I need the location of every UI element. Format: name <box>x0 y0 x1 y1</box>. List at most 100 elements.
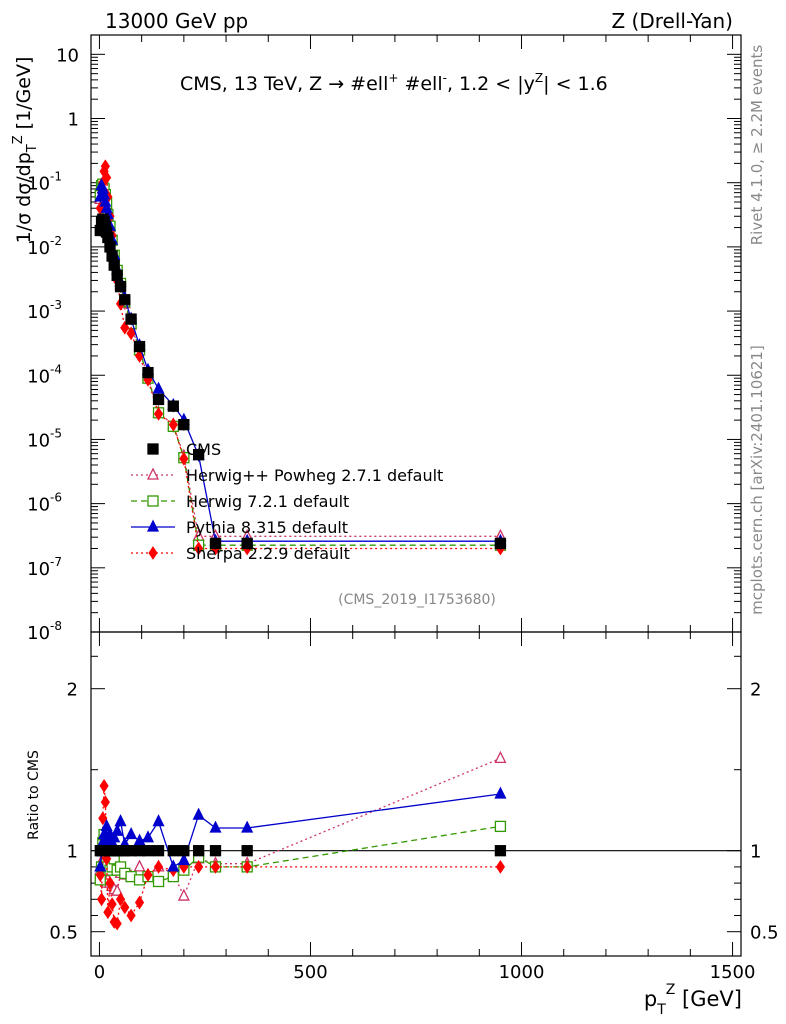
main-y-tick-label: 1 <box>68 110 79 131</box>
ratio-point-pythia-8-315-default <box>133 833 146 846</box>
data-point-cms <box>167 400 179 412</box>
data-point-cms <box>209 537 222 550</box>
ratio-point-herwig-7-2-1-default <box>152 875 165 888</box>
data-point-pythia-8-315-default <box>152 381 165 394</box>
data-point-sherpa-2-2-9-default <box>102 170 112 185</box>
ratio-point-pythia-8-315-default <box>167 859 180 872</box>
main-y-tick-label: 10-1 <box>27 170 62 195</box>
ratio-point-sherpa-2-2-9-default <box>99 778 109 793</box>
ratio-point-herwig-powheg-2-7-1-default <box>133 859 146 872</box>
legend-marker-sherpa-2-2-9-default <box>148 546 158 560</box>
data-point-sherpa-2-2-9-default <box>179 451 189 466</box>
main-y-tick-label: 10-4 <box>27 362 62 387</box>
legend-label-sherpa-2-2-9-default: Sherpa 2.2.9 default <box>186 544 350 563</box>
ratio-point-sherpa-2-2-9-default <box>495 859 506 874</box>
data-point-sherpa-2-2-9-default <box>126 326 136 341</box>
ratio-point-sherpa-2-2-9-default <box>126 908 136 923</box>
ratio-point-herwig-powheg-2-7-1-default <box>177 888 190 901</box>
main-y-tick-label: 10-7 <box>27 555 62 580</box>
main-panel-frame <box>90 34 742 633</box>
main-y-tick-label: 10-3 <box>27 298 62 323</box>
ratio-point-sherpa-2-2-9-default <box>242 859 252 874</box>
ratio-point-pythia-8-315-default <box>108 830 121 843</box>
ratio-panel-frame <box>90 631 742 957</box>
data-point-cms <box>108 259 120 271</box>
ratio-point-herwig-7-2-1-default <box>494 820 507 833</box>
ratio-point-sherpa-2-2-9-default <box>153 859 164 874</box>
data-point-cms <box>104 241 116 253</box>
ratio-point-sherpa-2-2-9-default <box>115 892 126 907</box>
main-y-axis-label: 1/σ dσ/dpTZ [1/GeV] <box>11 57 40 244</box>
ratio-y-tick-label-right: 2 <box>750 680 761 701</box>
ratio-point-sherpa-2-2-9-default <box>105 876 115 891</box>
data-point-sherpa-2-2-9-default <box>194 541 204 556</box>
x-tick-label: 1000 <box>499 962 545 983</box>
ratio-point-sherpa-2-2-9-default <box>95 868 105 882</box>
legend-marker-herwig-powheg-2-7-1-default <box>146 467 160 480</box>
ratio-point-pythia-8-315-default <box>177 852 190 866</box>
legend-marker-cms <box>147 443 159 455</box>
ratio-y-axis-label: Ratio to CMS <box>26 750 42 840</box>
ratio-y-tick-label-left: 2 <box>67 680 78 701</box>
ratio-point-sherpa-2-2-9-default <box>103 905 113 920</box>
header-left-title: 13000 GeV pp <box>105 9 248 33</box>
data-point-cms <box>102 231 114 244</box>
x-tick-label: 500 <box>293 962 327 983</box>
header-right-title: Z (Drell-Yan) <box>611 9 733 33</box>
main-y-tick-label: 10 <box>56 45 79 66</box>
data-point-cms <box>133 340 146 353</box>
series-line-pythia-8-315-default <box>99 185 501 542</box>
data-point-cms <box>119 294 131 306</box>
ratio-point-pythia-8-315-default <box>494 786 507 799</box>
main-y-tick-label: 10-6 <box>27 491 62 516</box>
ratio-y-tick-label-right: 0.5 <box>750 923 779 944</box>
ratio-point-sherpa-2-2-9-default <box>112 916 122 931</box>
ratio-point-cms <box>152 845 165 857</box>
x-tick-label: 0 <box>94 962 105 983</box>
ratio-point-cms <box>192 845 205 857</box>
ratio-point-cms <box>142 845 154 857</box>
ratio-point-pythia-8-315-default <box>192 807 205 820</box>
x-tick-label: 1500 <box>710 962 756 983</box>
analysis-id: (CMS_2019_I1753680) <box>338 592 496 608</box>
ratio-point-cms <box>209 845 222 857</box>
data-point-cms <box>241 537 253 550</box>
ratio-y-tick-label-right: 1 <box>750 842 761 863</box>
rivet-label: Rivet 4.1.0, ≥ 2.2M events <box>748 45 766 246</box>
legend-label-herwig-powheg-2-7-1-default: Herwig++ Powheg 2.7.1 default <box>186 466 443 485</box>
ratio-point-sherpa-2-2-9-default <box>194 859 204 874</box>
legend-marker-herwig-7-2-1-default <box>147 495 159 507</box>
ratio-point-pythia-8-315-default <box>111 823 124 836</box>
mcplots-label: mcplots.cern.ch [arXiv:2401.10621] <box>748 345 766 615</box>
ratio-point-pythia-8-315-default <box>241 820 254 833</box>
ratio-point-pythia-8-315-default <box>94 859 107 872</box>
data-point-sherpa-2-2-9-default <box>153 406 164 421</box>
ratio-point-sherpa-2-2-9-default <box>107 897 117 912</box>
legend-marker-pythia-8-315-default <box>146 519 160 532</box>
ratio-point-sherpa-2-2-9-default <box>210 859 221 874</box>
data-point-cms <box>178 418 190 431</box>
data-point-cms <box>114 281 127 293</box>
ratio-point-pythia-8-315-default <box>141 830 155 843</box>
data-point-cms <box>494 537 507 550</box>
main-y-tick-label: 10-5 <box>27 426 62 451</box>
ratio-point-cms <box>494 845 507 857</box>
ratio-point-cms <box>167 845 179 857</box>
legend-label-pythia-8-315-default: Pythia 8.315 default <box>186 518 348 537</box>
data-point-cms <box>125 313 137 325</box>
plot-title: CMS, 13 TeV, Z → #ell+ #ell-, 1.2 < |yZ|… <box>180 71 608 95</box>
ratio-point-sherpa-2-2-9-default <box>96 892 107 907</box>
ratio-point-sherpa-2-2-9-default <box>100 795 110 810</box>
ratio-point-herwig-powheg-2-7-1-default <box>111 883 124 896</box>
ratio-point-pythia-8-315-default <box>125 827 138 840</box>
ratio-point-sherpa-2-2-9-default <box>120 900 130 915</box>
data-point-cms <box>192 448 205 461</box>
legend-label-herwig-7-2-1-default: Herwig 7.2.1 default <box>186 492 349 511</box>
data-point-sherpa-2-2-9-default <box>168 417 178 432</box>
ratio-point-cms <box>241 845 253 857</box>
legend-label-cms: CMS <box>186 440 221 459</box>
ratio-point-sherpa-2-2-9-default <box>98 811 108 826</box>
ratio-point-pythia-8-315-default <box>100 818 113 832</box>
ratio-point-pythia-8-315-default <box>152 814 165 827</box>
